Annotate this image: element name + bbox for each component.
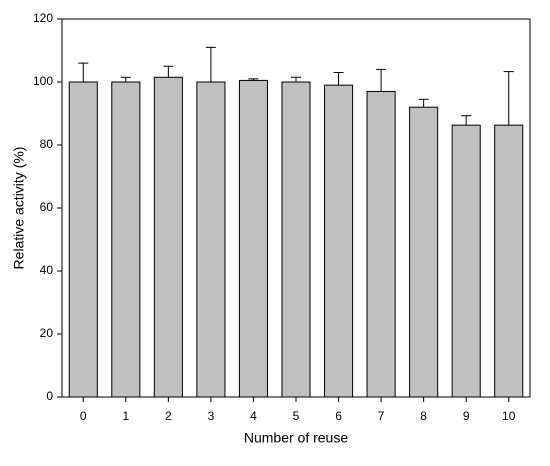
error-bar xyxy=(503,71,514,126)
error-bar xyxy=(333,72,344,86)
y-tick-label: 0 xyxy=(46,389,53,403)
error-bar xyxy=(163,65,174,78)
error-bar xyxy=(461,115,472,126)
bar xyxy=(111,81,141,398)
x-tick-label: 1 xyxy=(122,409,129,423)
bar xyxy=(281,81,311,398)
x-tick-label: 8 xyxy=(420,409,427,423)
bar xyxy=(238,79,268,398)
bar xyxy=(324,84,354,398)
x-tick-label: 10 xyxy=(502,409,516,423)
y-tick-label: 20 xyxy=(40,326,54,340)
bar xyxy=(494,124,524,398)
x-axis-label: Number of reuse xyxy=(244,430,348,446)
x-tick-label: 3 xyxy=(208,409,215,423)
bar xyxy=(451,124,481,398)
x-tick-label: 2 xyxy=(165,409,172,423)
error-bar xyxy=(205,46,216,82)
y-tick-label: 100 xyxy=(33,74,53,88)
x-tick-label: 0 xyxy=(80,409,87,423)
x-tick-label: 4 xyxy=(250,409,257,423)
y-tick-label: 60 xyxy=(40,200,54,214)
x-tick-label: 7 xyxy=(378,409,385,423)
x-tick-label: 5 xyxy=(293,409,300,423)
error-bar xyxy=(248,78,259,81)
error-bar xyxy=(78,62,89,82)
y-tick-label: 80 xyxy=(40,137,54,151)
y-tick-label: 40 xyxy=(40,263,54,277)
bar xyxy=(196,81,226,398)
bar xyxy=(68,81,98,398)
error-bar xyxy=(418,98,429,108)
bar xyxy=(153,76,183,398)
y-tick-label: 120 xyxy=(33,11,53,25)
error-bar xyxy=(291,76,301,82)
bar xyxy=(409,106,439,398)
x-tick-label: 6 xyxy=(335,409,342,423)
error-bar xyxy=(376,68,387,92)
x-tick-label: 9 xyxy=(463,409,470,423)
bar xyxy=(366,90,396,398)
error-bar xyxy=(120,76,131,82)
y-axis-label: Relative activity (%) xyxy=(11,147,27,270)
